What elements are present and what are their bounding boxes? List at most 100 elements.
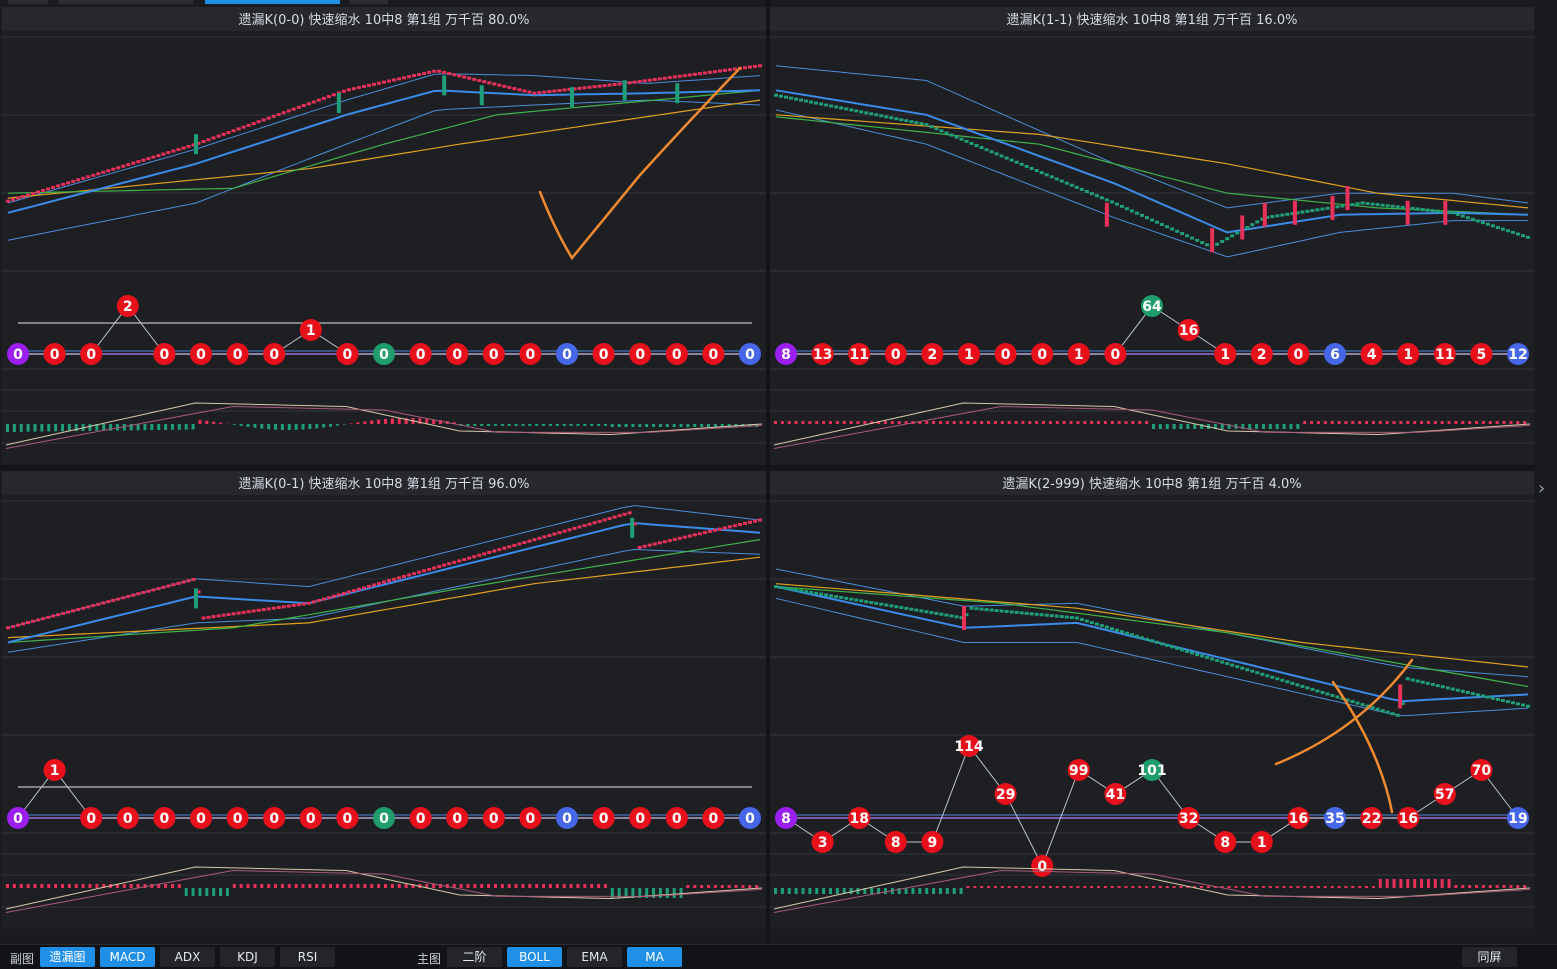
- sub-button-rsi[interactable]: RSI: [280, 947, 335, 967]
- candle: [1285, 680, 1289, 683]
- badge-value: 0: [196, 811, 206, 827]
- candle: [809, 591, 813, 594]
- macd-bar: [1179, 424, 1182, 429]
- candle: [186, 145, 190, 148]
- candle: [975, 607, 979, 610]
- candle: [457, 74, 461, 77]
- macd-bar: [1145, 886, 1148, 888]
- candle: [427, 568, 431, 571]
- badge-value: 0: [269, 811, 279, 827]
- candle: [1135, 635, 1139, 638]
- macd-bar: [1482, 885, 1485, 888]
- candle: [688, 73, 692, 76]
- candle: [1471, 692, 1475, 695]
- main-button-second-order[interactable]: 二阶: [447, 947, 502, 967]
- candle: [477, 79, 481, 82]
- top-tab-4[interactable]: [350, 0, 388, 4]
- sub-button-adx[interactable]: ADX: [160, 947, 215, 967]
- candle: [407, 75, 411, 78]
- missing-badge: 0: [190, 807, 212, 829]
- macd-bar: [850, 888, 853, 894]
- sub-button-macd[interactable]: MACD: [100, 947, 155, 967]
- candle: [1526, 705, 1530, 708]
- macd-bar: [1008, 886, 1011, 888]
- macd-bar: [1344, 421, 1347, 424]
- sub-button-missing[interactable]: 遗漏图: [40, 947, 95, 967]
- macd-bar: [281, 424, 284, 430]
- missing-badge: 6: [1324, 343, 1346, 365]
- badge-value: 0: [343, 347, 353, 363]
- panel-title: 遗漏K(0-0) 快速缩水 10中8 第1组 万千百 80.0%: [239, 12, 530, 28]
- macd-bar: [164, 884, 167, 888]
- candle: [487, 81, 491, 84]
- main-button-ema[interactable]: EMA: [567, 947, 622, 967]
- macd-bar: [350, 884, 353, 888]
- panel-title: 遗漏K(0-1) 快速缩水 10中8 第1组 万千百 96.0%: [239, 476, 530, 492]
- macd-bar: [1283, 424, 1286, 429]
- macd-bar: [6, 424, 9, 432]
- missing-badge: 0: [593, 807, 615, 829]
- candle: [578, 87, 582, 90]
- candle: [1135, 212, 1139, 215]
- candle: [171, 150, 175, 153]
- candle: [1290, 682, 1294, 685]
- macd-bar: [267, 424, 270, 429]
- top-tab-2[interactable]: [58, 0, 193, 4]
- candle: [643, 545, 647, 548]
- macd-bar: [939, 888, 942, 894]
- badge-value: 0: [489, 347, 499, 363]
- macd-bar: [1289, 424, 1292, 429]
- candle: [1165, 225, 1169, 228]
- candle: [884, 604, 888, 607]
- main-button-boll[interactable]: BOLL: [507, 947, 562, 967]
- candle: [1240, 667, 1244, 670]
- candle: [227, 131, 231, 134]
- badge-value: 64: [1142, 299, 1162, 315]
- candle: [517, 88, 521, 91]
- sync-screen-button[interactable]: 同屏: [1462, 947, 1517, 967]
- missing-badge: 0: [263, 807, 285, 829]
- macd-bar: [1042, 886, 1045, 888]
- candle: [136, 160, 140, 163]
- badge-value: 0: [1037, 859, 1047, 875]
- candle: [447, 72, 451, 75]
- chevron-right-icon[interactable]: ›: [1538, 478, 1545, 499]
- candle: [854, 599, 858, 602]
- candle: [562, 88, 566, 91]
- candle: [598, 85, 602, 88]
- candle: [462, 76, 466, 79]
- macd-bar: [528, 884, 531, 888]
- macd-bar: [987, 886, 990, 888]
- candle: [101, 171, 105, 174]
- candle: [101, 601, 105, 604]
- candle: [11, 198, 15, 201]
- candle: [668, 539, 672, 542]
- candle: [1180, 232, 1184, 235]
- candle: [980, 146, 984, 149]
- badge-value: 0: [599, 811, 609, 827]
- macd-bar: [631, 424, 634, 427]
- macd-bar: [1001, 421, 1004, 424]
- candle: [1521, 704, 1525, 707]
- candle: [924, 123, 928, 126]
- macd-bar: [47, 884, 50, 888]
- candle: [613, 83, 617, 86]
- macd-bar: [1269, 886, 1272, 888]
- macd-bar: [233, 884, 236, 888]
- main-button-ma[interactable]: MA: [627, 947, 682, 967]
- macd-bar: [212, 888, 215, 896]
- candle: [81, 607, 85, 610]
- macd-bar: [693, 885, 696, 888]
- top-tab-active[interactable]: [205, 0, 340, 4]
- candle: [126, 595, 130, 598]
- macd-bar: [808, 421, 811, 424]
- macd-bar: [1516, 885, 1519, 888]
- sub-button-kdj[interactable]: KDJ: [220, 947, 275, 967]
- top-tab-1[interactable]: [8, 0, 48, 4]
- candle-bull: [1240, 216, 1244, 240]
- macd-bar: [822, 421, 825, 424]
- candle: [809, 101, 813, 104]
- badge-value: 2: [928, 347, 938, 363]
- macd-bar: [1482, 421, 1485, 424]
- macd-bar: [863, 421, 866, 424]
